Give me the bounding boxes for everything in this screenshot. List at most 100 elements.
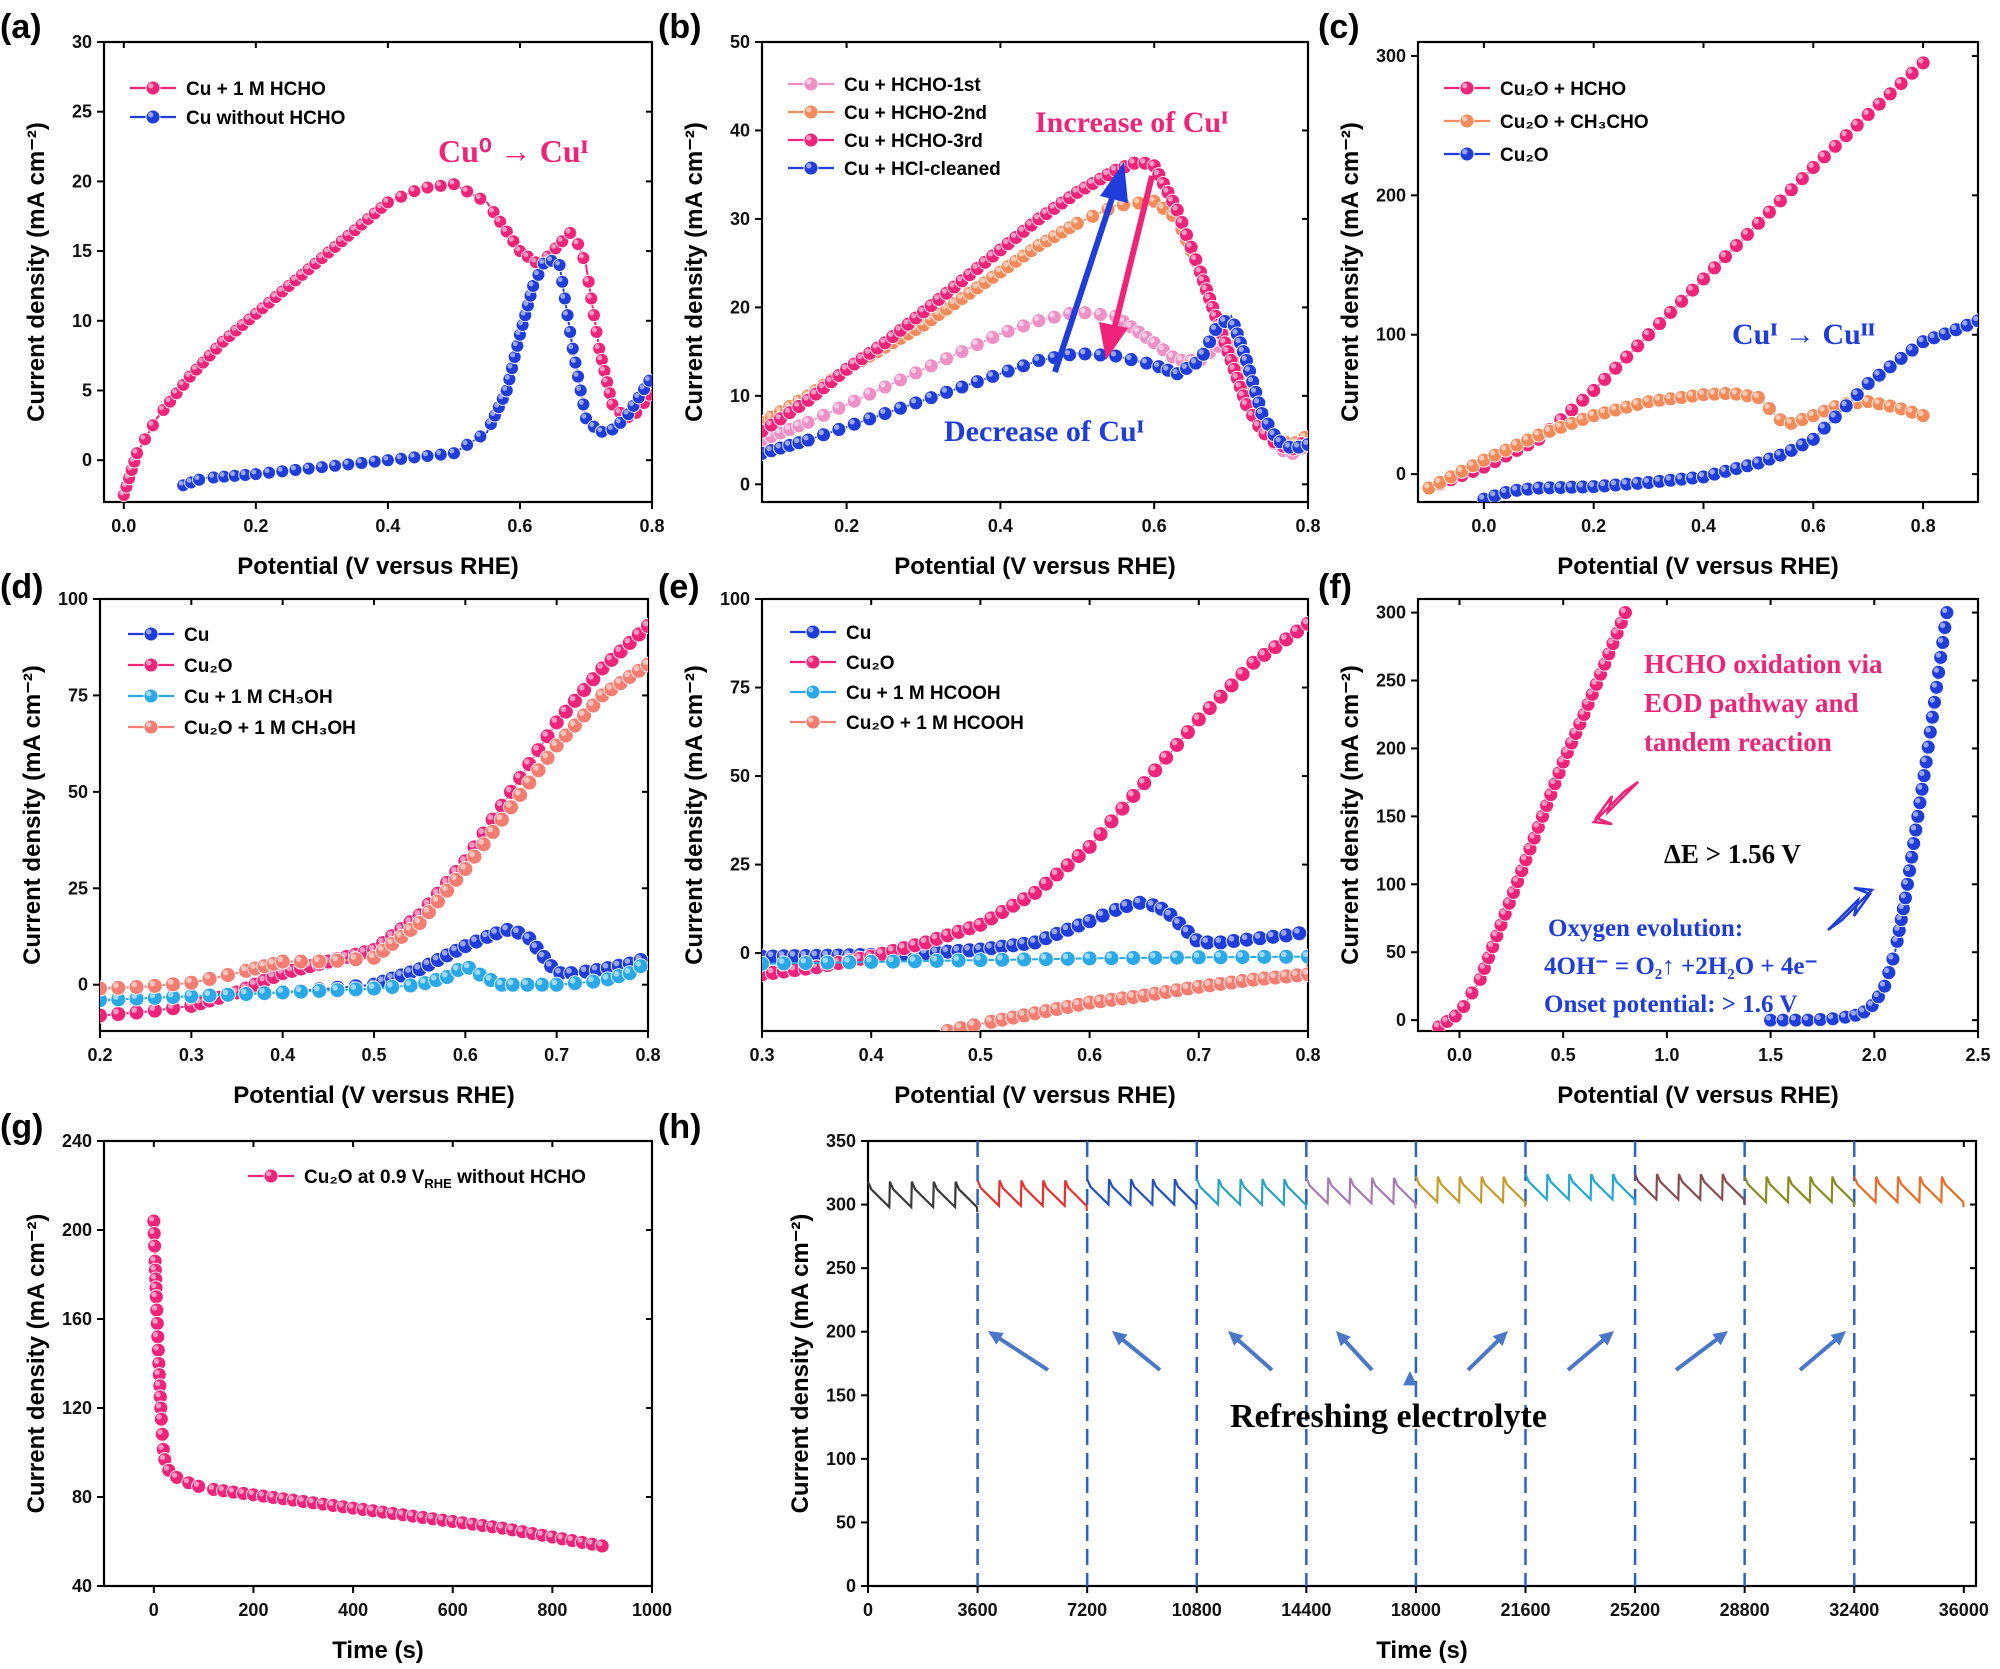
x-tick-label: 21600 — [1500, 1600, 1550, 1620]
data-point — [1825, 1011, 1841, 1027]
data-point-highlight — [1803, 1015, 1809, 1021]
arrow-head-icon — [1492, 1331, 1508, 1347]
data-point-highlight — [1709, 262, 1715, 269]
data-point — [1456, 999, 1472, 1014]
series-group — [100, 618, 648, 1024]
data-point — [1059, 950, 1076, 967]
data-point — [892, 372, 908, 388]
annotation-text: tandem reaction — [1644, 727, 1832, 757]
data-point — [1597, 371, 1613, 387]
data-point-highlight — [100, 1011, 101, 1015]
data-point-highlight — [533, 270, 539, 276]
data-point-highlight — [524, 758, 530, 765]
data-point-highlight — [498, 394, 504, 400]
data-point — [1223, 677, 1240, 694]
y-tick-label: 30 — [72, 32, 92, 52]
data-point-highlight — [898, 942, 905, 949]
data-point-highlight — [1545, 789, 1552, 796]
data-point-highlight — [1608, 638, 1614, 644]
data-point — [1114, 800, 1131, 817]
data-point-highlight — [1973, 315, 1978, 322]
data-point-highlight — [471, 936, 477, 942]
data-point-highlight — [635, 960, 642, 967]
data-point-highlight — [1676, 392, 1682, 398]
data-point-highlight — [1764, 403, 1770, 410]
data-point-highlight — [257, 303, 263, 309]
data-point-highlight — [405, 916, 411, 923]
legend-marker — [143, 657, 159, 673]
plot-frame — [98, 597, 650, 1033]
data-point-highlight — [1210, 311, 1217, 317]
data-point-highlight — [931, 955, 938, 962]
series-group — [146, 1213, 610, 1554]
data-point-highlight — [1544, 482, 1551, 489]
data-point-highlight — [1080, 349, 1086, 355]
data-point — [1179, 724, 1196, 741]
data-point-highlight — [1927, 712, 1933, 718]
data-point-highlight — [450, 866, 457, 873]
data-point — [150, 1342, 166, 1358]
data-point-highlight — [163, 1465, 170, 1471]
data-point-highlight — [198, 358, 204, 363]
data-point-highlight — [560, 730, 567, 736]
data-point-highlight — [996, 954, 1003, 961]
data-point-highlight — [462, 186, 468, 192]
y-tick-label: 100 — [720, 589, 750, 609]
legend-label: Cu₂O + HCHO — [1500, 79, 1626, 100]
data-point-highlight — [931, 933, 938, 940]
data-point-highlight — [430, 974, 437, 981]
data-point — [1103, 813, 1120, 830]
data-point-highlight — [1226, 355, 1232, 361]
data-point-highlight — [462, 440, 468, 446]
data-point-highlight — [615, 646, 622, 652]
data-point-highlight — [1147, 900, 1154, 906]
data-point — [147, 1238, 163, 1254]
y-tick-label: 40 — [72, 1576, 92, 1596]
data-point-highlight — [1797, 173, 1803, 180]
data-point-highlight — [995, 244, 1001, 251]
legend-marker-highlight — [146, 660, 152, 666]
data-point-highlight — [536, 979, 543, 986]
y-tick-label: 20 — [730, 297, 750, 317]
down-arrow-icon — [1099, 322, 1128, 360]
data-point-highlight — [1158, 344, 1164, 351]
data-point — [512, 786, 529, 803]
data-point-highlight — [1566, 405, 1573, 411]
stability-trace-segment — [1634, 1173, 1746, 1205]
data-point-highlight — [949, 298, 955, 305]
data-point — [1586, 383, 1602, 398]
data-point — [148, 1289, 164, 1305]
data-point-highlight — [230, 471, 236, 477]
data-point-highlight — [1062, 860, 1069, 866]
data-point-highlight — [1228, 935, 1235, 942]
data-point — [1046, 309, 1062, 325]
data-point-highlight — [113, 982, 119, 989]
data-point-highlight — [578, 710, 585, 716]
data-point — [566, 975, 583, 992]
data-point-highlight — [1720, 251, 1726, 258]
data-point — [640, 618, 648, 634]
data-point-highlight — [1204, 293, 1210, 299]
plot-frame — [1416, 40, 1980, 504]
data-point-highlight — [1687, 391, 1693, 397]
data-point-highlight — [628, 401, 634, 407]
data-point-highlight — [597, 663, 603, 669]
data-point — [1169, 949, 1185, 966]
pointer-arrow-shaft — [1234, 1336, 1274, 1372]
data-point-highlight — [1819, 151, 1825, 158]
data-point-highlight — [995, 267, 1001, 273]
data-point-highlight — [624, 671, 631, 678]
data-point-highlight — [1238, 346, 1244, 353]
data-point-highlight — [1163, 365, 1169, 371]
data-point-highlight — [1537, 811, 1543, 817]
data-point — [165, 976, 182, 993]
data-point-highlight — [460, 940, 466, 947]
data-point-highlight — [1149, 337, 1155, 344]
data-point — [1238, 931, 1255, 948]
data-point-highlight — [980, 257, 986, 263]
data-point-highlight — [1458, 1001, 1465, 1007]
data-point-highlight — [822, 950, 828, 957]
data-point-highlight — [337, 236, 343, 242]
legend-label: Cu₂O — [184, 656, 233, 677]
data-point — [762, 955, 770, 972]
